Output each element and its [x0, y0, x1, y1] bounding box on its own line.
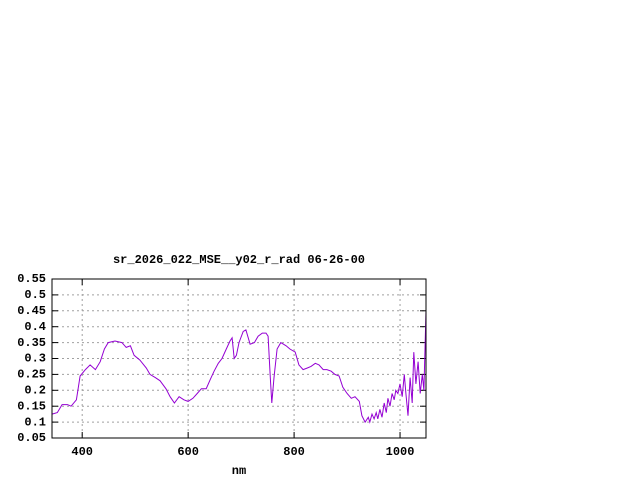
y-tick-label: 0.1 [24, 415, 46, 429]
y-tick-label: 0.3 [24, 352, 46, 366]
data-line [51, 310, 427, 424]
y-tick-label: 0.4 [24, 320, 46, 334]
x-tick-label: 400 [71, 445, 93, 459]
y-tick-label: 0.55 [17, 272, 46, 286]
x-tick-label: 600 [177, 445, 199, 459]
y-tick-label: 0.05 [17, 431, 46, 445]
y-tick-label: 0.45 [17, 304, 46, 318]
y-tick-label: 0.15 [17, 399, 46, 413]
y-tick-label: 0.25 [17, 368, 46, 382]
y-tick-label: 0.5 [24, 288, 46, 302]
y-tick-label: 0.2 [24, 383, 46, 397]
x-tick-label: 800 [283, 445, 305, 459]
y-tick-label: 0.35 [17, 336, 46, 350]
x-axis-label: nm [232, 464, 246, 478]
plot-border [51, 278, 427, 439]
chart-title: sr_2026_022_MSE__y02_r_rad 06-26-00 [113, 253, 365, 267]
x-tick-label: 1000 [386, 445, 415, 459]
